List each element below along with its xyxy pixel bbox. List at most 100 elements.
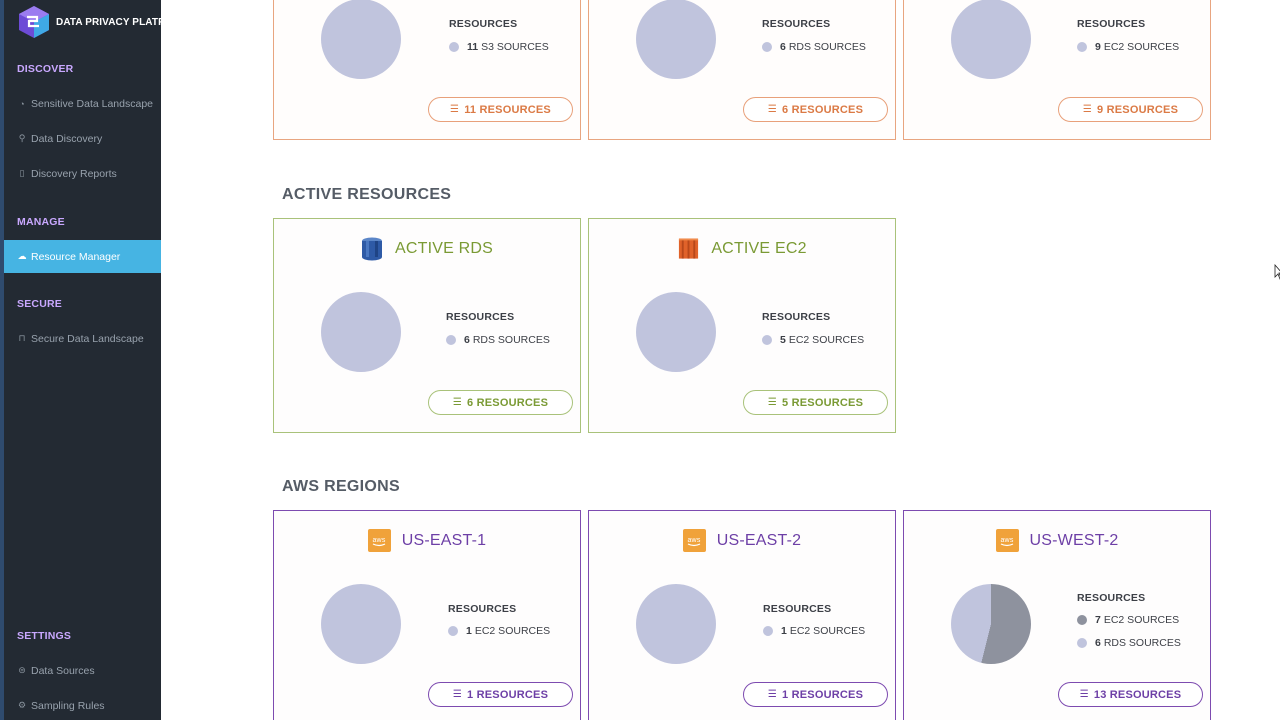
resources-button[interactable]: ☰ 11 RESOURCES [428,97,573,122]
gear-icon: ⚙ [17,700,27,710]
legend-item: 11 S3 SOURCES [449,41,549,53]
legend-dot [449,42,459,52]
sidebar-item-sensitive-data-landscape[interactable]: ◔ Sensitive Data Landscape [4,87,161,120]
resources-button-label: 6 RESOURCES [467,396,549,409]
sidebar-item-data-discovery[interactable]: ⚲ Data Discovery [4,122,161,155]
legend-label: RDS SOURCES [472,334,550,346]
sidebar-section-settings: SETTINGS [17,630,72,642]
resources-button[interactable]: ☰ 1 RESOURCES [743,682,888,707]
resource-card: RESOURCES 9 EC2 SOURCES ☰ 9 RESOURCES [903,0,1211,140]
aws-icon: aws [995,529,1019,552]
database-icon: ⊜ [18,665,26,675]
sidebar-item-label: Data Sources [31,664,95,677]
resources-button[interactable]: ☰ 6 RESOURCES [428,390,573,415]
pie-chart [636,0,716,79]
resources-button[interactable]: ☰ 9 RESOURCES [1058,97,1203,122]
card-title: ACTIVE RDS [394,239,493,257]
card-header: ACTIVE EC2 [589,237,895,260]
mouse-cursor-icon [1274,264,1280,280]
legend-item: 9 EC2 SOURCES [1077,41,1179,53]
legend-count: 1 [466,625,472,637]
resources-button-label: 13 RESOURCES [1093,688,1182,701]
ec2-icon [677,237,700,260]
card-header: aws US-EAST-1 [274,529,580,552]
sidebar-section-manage: MANAGE [17,216,65,228]
legend-dot [448,626,458,636]
legend-label: RDS SOURCES [788,41,866,53]
aws-regions-title: AWS REGIONS [282,478,400,495]
resources-button-label: 1 RESOURCES [467,688,549,701]
pie-chart [636,292,716,372]
legend-label: EC2 SOURCES [789,625,866,637]
resources-button[interactable]: ☰ 6 RESOURCES [743,97,888,122]
list-icon: ☰ [450,104,460,115]
card-title: US-EAST-2 [716,531,802,549]
sidebar-item-label: Data Discovery [31,132,103,145]
sidebar-item-resource-manager[interactable]: ☁ Resource Manager [4,240,161,273]
pie-chart [321,584,401,664]
resources-button-label: 1 RESOURCES [782,688,864,701]
legend-label: S3 SOURCES [481,41,549,53]
legend-label: EC2 SOURCES [1103,614,1180,626]
sidebar-section-discover: DISCOVER [17,63,74,75]
pie-icon: ◔ [19,98,25,109]
region-card-us-east-1: aws US-EAST-1 RESOURCES 1 EC2 SOURCES ☰ … [273,510,581,720]
pie-chart [951,0,1031,79]
list-icon: ☰ [1079,689,1089,700]
legend-item: 7 EC2 SOURCES [1077,614,1179,626]
resources-button-label: 6 RESOURCES [782,103,864,116]
legend-count: 5 [780,334,786,346]
list-icon: ☰ [767,104,778,115]
card-title: US-EAST-1 [401,531,487,549]
resources-label: RESOURCES [449,18,518,30]
list-icon: ☰ [1082,104,1093,115]
resources-button[interactable]: ☰ 1 RESOURCES [428,682,573,707]
lock-icon: ⊓ [18,333,26,343]
sidebar-item-label: Resource Manager [31,250,121,263]
resources-label: RESOURCES [763,603,832,615]
resources-button-label: 5 RESOURCES [782,396,864,409]
pie-chart [636,584,716,664]
card-title: US-WEST-2 [1029,531,1119,549]
resources-button-label: 11 RESOURCES [464,103,551,116]
resources-button[interactable]: ☰ 5 RESOURCES [743,390,888,415]
legend-dot [762,335,772,345]
active-resources-title: ACTIVE RESOURCES [282,186,452,203]
resources-label: RESOURCES [448,603,517,615]
legend-count: 6 [780,41,786,53]
legend-count: 7 [1095,614,1101,626]
card-header: ACTIVE RDS [274,237,580,260]
active-ec2-card: ACTIVE EC2 RESOURCES 5 EC2 SOURCES ☰ 5 R… [588,218,896,433]
legend-label: EC2 SOURCES [1103,41,1180,53]
legend-count: 6 [464,334,470,346]
card-header: aws US-EAST-2 [589,529,895,552]
legend-label: RDS SOURCES [1103,637,1181,649]
active-rds-card: ACTIVE RDS RESOURCES 6 RDS SOURCES ☰ 6 R… [273,218,581,433]
resource-card: RESOURCES 11 S3 SOURCES ☰ 11 RESOURCES [273,0,581,140]
brand[interactable]: DATA PRIVACY PLATFORM [17,4,188,40]
sidebar-item-sampling-rules[interactable]: ⚙ Sampling Rules [4,689,161,720]
resources-label: RESOURCES [1077,18,1146,30]
legend-count: 1 [781,625,787,637]
resources-label: RESOURCES [762,18,831,30]
list-icon: ☰ [767,689,778,700]
svg-text:aws: aws [373,537,386,544]
sidebar-item-discovery-reports[interactable]: ▯ Discovery Reports [4,157,161,190]
card-title: ACTIVE EC2 [711,239,807,257]
svg-text:aws: aws [1001,537,1014,544]
legend-label: EC2 SOURCES [474,625,551,637]
resources-button[interactable]: ☰ 13 RESOURCES [1058,682,1203,707]
legend-item: 1 EC2 SOURCES [448,625,550,637]
sidebar-item-data-sources[interactable]: ⊜ Data Sources [4,654,161,687]
sidebar-item-secure-data-landscape[interactable]: ⊓ Secure Data Landscape [4,322,161,355]
brand-logo-icon [19,6,49,38]
sidebar-item-label: Sampling Rules [31,699,105,712]
resources-label: RESOURCES [446,311,515,323]
resources-label: RESOURCES [1077,592,1146,604]
list-icon: ☰ [452,397,463,408]
search-icon: ⚲ [18,133,26,143]
svg-text:aws: aws [688,537,701,544]
pie-chart [321,292,401,372]
list-icon: ☰ [452,689,463,700]
sidebar: DATA PRIVACY PLATFORM DISCOVER ◔ Sensiti… [0,0,188,720]
